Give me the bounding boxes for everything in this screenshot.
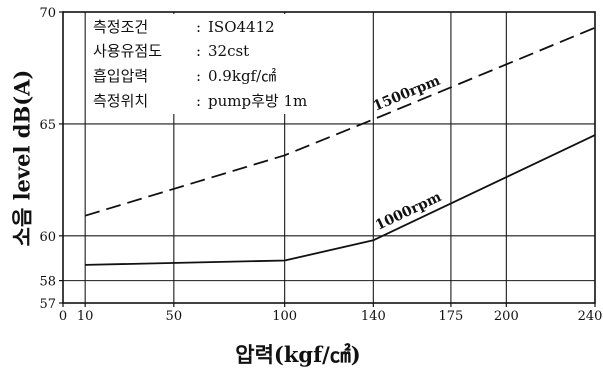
x-tick-label: 140 <box>361 309 386 324</box>
axis-layer: 0 10 50 100 140 175 200 240 57 58 60 65 70 <box>39 6 602 324</box>
condition-separator: : <box>196 67 201 85</box>
x-tick-label: 200 <box>494 309 519 324</box>
y-tick-label: 57 <box>39 297 56 312</box>
condition-label: 측정조건 <box>93 18 148 36</box>
condition-value: 32cst <box>208 42 249 60</box>
y-tick-label: 58 <box>39 275 56 290</box>
conditions-box-background <box>88 14 338 114</box>
x-tick-label: 10 <box>77 309 94 324</box>
plot-frame <box>62 11 596 304</box>
condition-value: 0.9kgf/㎠ <box>208 67 276 85</box>
condition-separator: : <box>196 18 201 36</box>
y-tick-label: 70 <box>39 6 56 21</box>
condition-value: pump후방 1m <box>208 92 307 110</box>
series-line <box>84 26 596 217</box>
condition-label: 사용유점도 <box>93 42 162 60</box>
x-axis-title: 압력(kgf/㎠) <box>235 342 360 367</box>
condition-value: ISO4412 <box>208 18 275 36</box>
y-tick-label: 65 <box>39 118 56 133</box>
conditions-box: 측정조건 : ISO4412 사용유점도 : 32cst 흡입압력 : 0.9k… <box>88 14 338 114</box>
condition-label: 측정위치 <box>93 92 148 110</box>
condition-separator: : <box>196 42 201 60</box>
x-tick-label: 0 <box>59 309 67 324</box>
condition-label: 흡입압력 <box>93 67 148 85</box>
x-tick-label: 240 <box>578 309 603 324</box>
condition-separator: : <box>196 92 201 110</box>
series-line <box>85 134 596 266</box>
series-label: 1500rpm <box>371 73 443 115</box>
x-tick-label: 175 <box>439 309 464 324</box>
y-axis-title: 소음 level dB(A) <box>10 70 35 247</box>
x-tick-label: 100 <box>272 309 297 324</box>
x-tick-label: 50 <box>166 309 183 324</box>
y-tick-label: 60 <box>39 230 56 245</box>
